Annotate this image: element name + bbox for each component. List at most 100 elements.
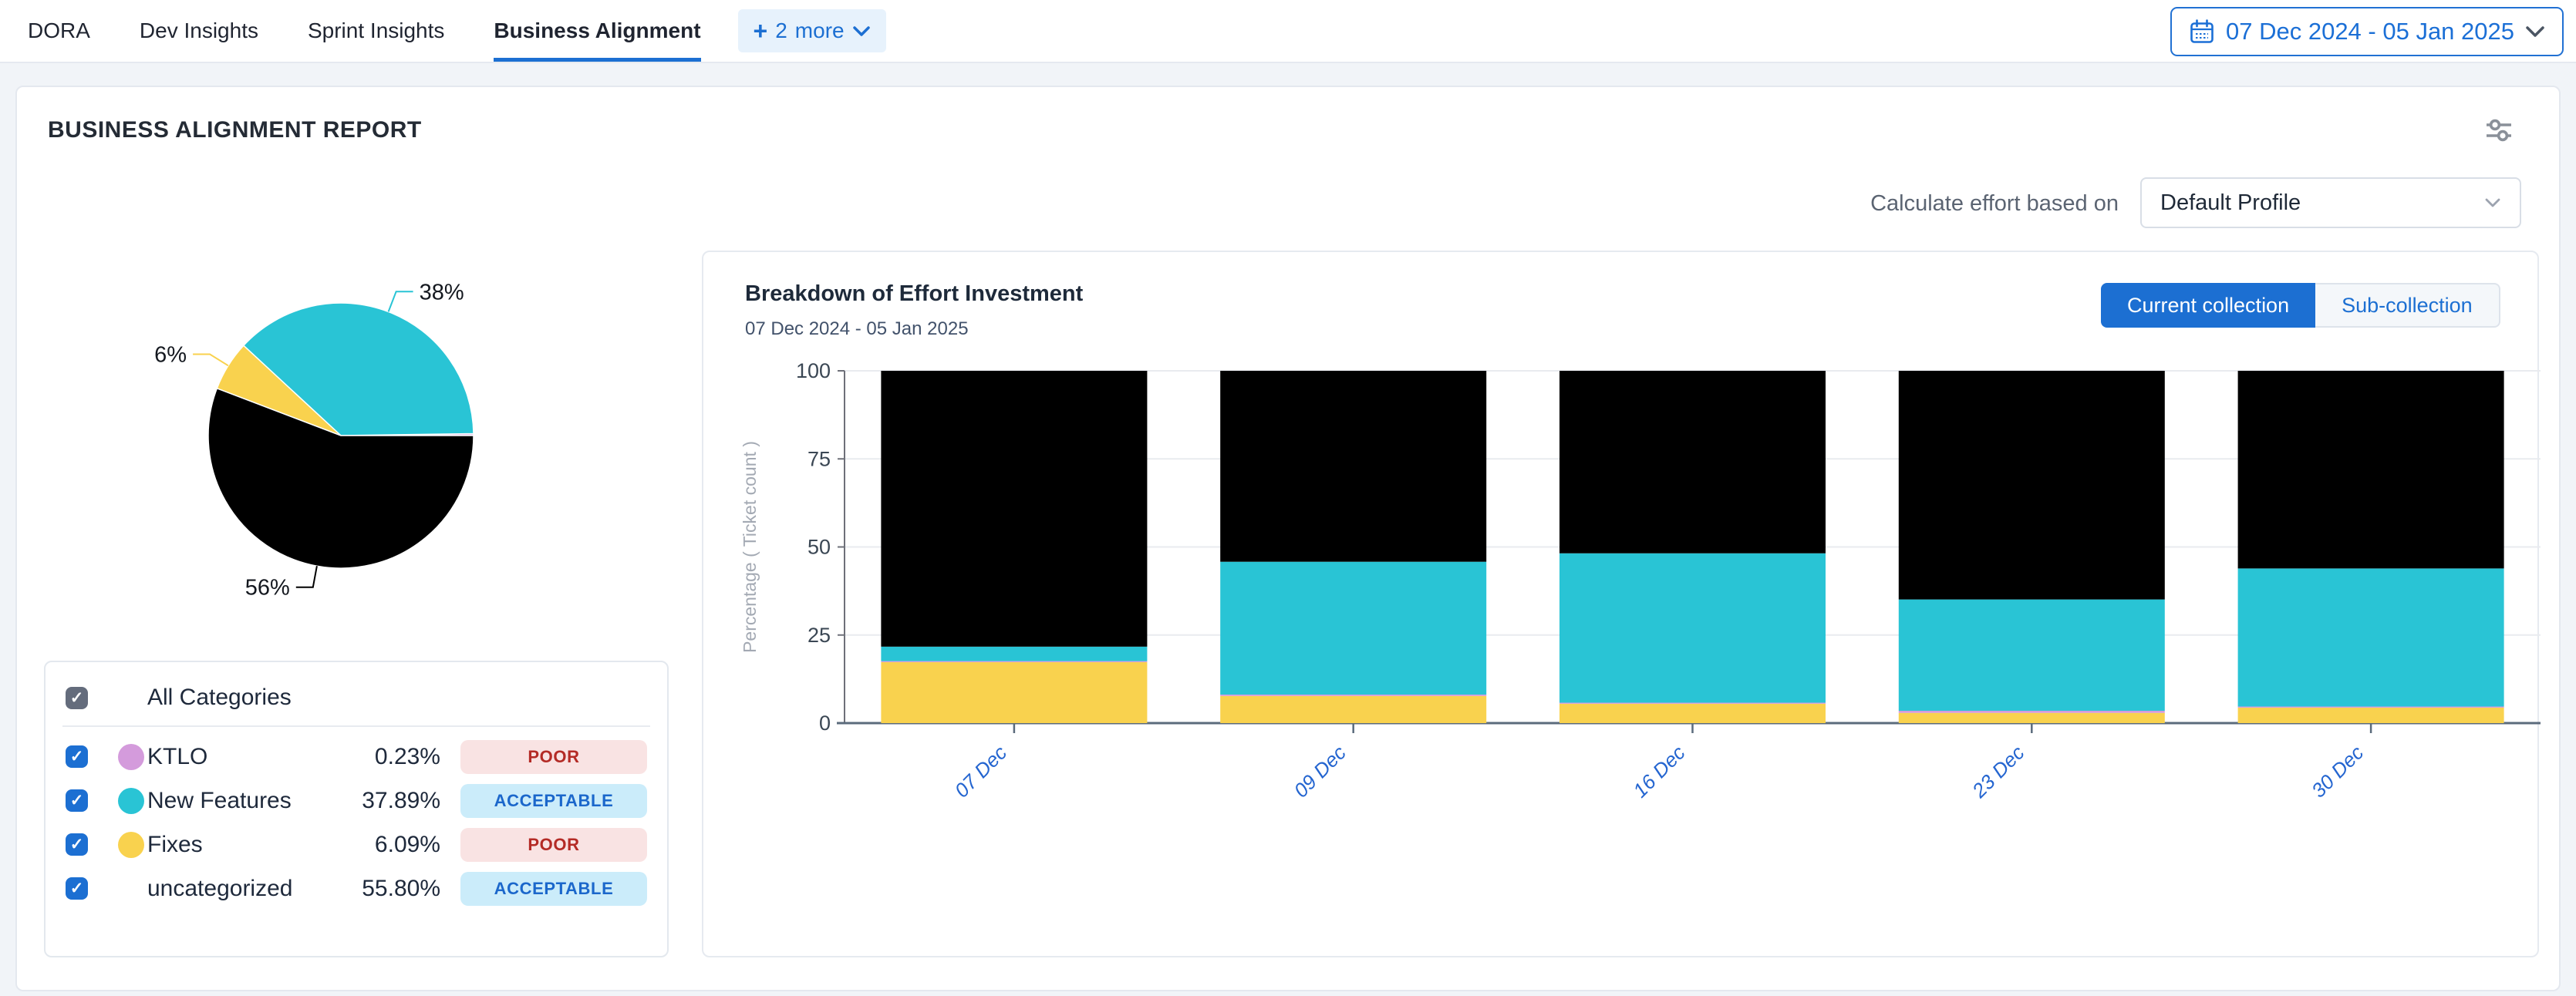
bar-segment-uncategorized[interactable]: [1220, 371, 1487, 562]
more-label: more: [794, 19, 845, 42]
legend-row: ✓ uncategorized 55.80% ACCEPTABLE: [66, 866, 647, 910]
legend-row: ✓ New Features 37.89% ACCEPTABLE: [66, 779, 647, 823]
bar-segment-ktlo[interactable]: [1220, 694, 1487, 696]
category-checkbox[interactable]: ✓: [66, 745, 88, 768]
bar-segment-fixes[interactable]: [881, 661, 1148, 723]
bar-segment-new-features[interactable]: [2237, 568, 2504, 707]
date-range-picker[interactable]: 07 Dec 2024 - 05 Jan 2025: [2170, 7, 2564, 56]
current-collection-button[interactable]: Current collection: [2101, 283, 2316, 328]
check-icon: ✓: [69, 688, 84, 707]
bar-segment-uncategorized[interactable]: [1898, 371, 2165, 600]
x-axis-tick-label: 16 Dec: [1628, 741, 1689, 802]
bar-segment-uncategorized[interactable]: [881, 371, 1148, 647]
status-badge: ACCEPTABLE: [460, 871, 647, 906]
bar-segment-uncategorized[interactable]: [1559, 371, 1826, 554]
check-icon: ✓: [69, 836, 84, 853]
collection-toggle: Current collection Sub-collection: [2101, 283, 2500, 328]
bar-segment-ktlo[interactable]: [1559, 702, 1826, 704]
pie-slice-label: 6%: [154, 343, 187, 368]
category-label: uncategorized: [147, 875, 293, 901]
sub-collection-button[interactable]: Sub-collection: [2315, 283, 2500, 328]
divider: [62, 725, 650, 727]
chart-title: Breakdown of Effort Investment: [745, 281, 1084, 306]
x-axis-tick-label: 07 Dec: [950, 741, 1011, 802]
category-color-dot: [118, 743, 144, 770]
pie-label-line: [295, 566, 318, 588]
status-badge: ACCEPTABLE: [460, 783, 647, 818]
more-tabs-button[interactable]: +2 more: [737, 9, 886, 52]
bar-segment-fixes[interactable]: [2237, 707, 2504, 723]
date-range-text: 07 Dec 2024 - 05 Jan 2025: [2226, 18, 2514, 45]
tab-label: Dev Insights: [139, 18, 258, 42]
x-axis-tick-label: 30 Dec: [2307, 741, 2368, 802]
profile-select-value: Default Profile: [2160, 190, 2301, 215]
bar-segment-new-features[interactable]: [1898, 599, 2165, 711]
pie-slice-new-features[interactable]: [242, 302, 474, 436]
category-percentage: 0.23%: [374, 743, 440, 769]
chart-subtitle: 07 Dec 2024 - 05 Jan 2025: [745, 318, 969, 339]
y-axis-tick-label: 50: [808, 536, 831, 559]
tab-label: Sprint Insights: [307, 18, 445, 42]
pie-label-line: [193, 353, 229, 367]
bar-segment-fixes[interactable]: [1898, 712, 2165, 723]
tab-business-alignment[interactable]: Business Alignment: [494, 0, 701, 62]
category-checkbox[interactable]: ✓: [66, 789, 88, 812]
category-percentage: 37.89%: [362, 787, 440, 813]
page-title: BUSINESS ALIGNMENT REPORT: [48, 117, 422, 143]
category-legend-card: ✓ All Categories ✓ KTLO 0.23% POOR ✓ New…: [44, 661, 669, 957]
check-icon: ✓: [69, 748, 84, 766]
stacked-bar-chart: 0 25 50 75 100 Percentage ( Ticket count ) 07 …: [740, 359, 2541, 803]
chevron-down-icon: [852, 25, 870, 36]
bar-segment-new-features[interactable]: [1559, 553, 1826, 703]
tab-label: Business Alignment: [494, 18, 701, 42]
chevron-down-icon: [2526, 26, 2544, 37]
category-checkbox[interactable]: ✓: [66, 877, 88, 900]
bar-segment-ktlo[interactable]: [2237, 706, 2504, 708]
business-alignment-report-card: BUSINESS ALIGNMENT REPORT Calculate effo…: [15, 86, 2561, 991]
check-icon: ✓: [69, 880, 84, 897]
bar-segment-new-features[interactable]: [881, 646, 1148, 661]
top-navigation: DORA Dev Insights Sprint Insights Busine…: [0, 0, 2576, 63]
legend-row: ✓ Fixes 6.09% POOR: [66, 823, 647, 866]
all-categories-checkbox[interactable]: ✓: [66, 686, 88, 709]
pie-label-line: [387, 291, 413, 312]
bar-segment-uncategorized[interactable]: [2237, 371, 2504, 569]
bar-segment-fixes[interactable]: [1220, 695, 1487, 723]
pie-chart: 38% 6% 56%: [154, 280, 474, 601]
x-axis-tick-label: 09 Dec: [1289, 741, 1350, 802]
y-axis-tick-label: 0: [819, 712, 831, 735]
x-axis-tick-label: 23 Dec: [1967, 741, 2028, 803]
bar-segment-fixes[interactable]: [1559, 703, 1826, 723]
category-label: Fixes: [147, 831, 203, 857]
category-color-dot: [118, 787, 144, 814]
all-categories-label: All Categories: [147, 685, 292, 710]
category-label: New Features: [147, 787, 292, 813]
category-percentage: 55.80%: [362, 875, 440, 901]
category-color-dot: [118, 831, 144, 858]
tab-list: DORA Dev Insights Sprint Insights Busine…: [0, 0, 701, 62]
bar-segment-new-features[interactable]: [1220, 561, 1487, 695]
y-axis-tick-label: 25: [808, 624, 831, 647]
all-categories-row: ✓ All Categories: [66, 679, 647, 716]
more-count: 2: [775, 19, 787, 42]
status-badge: POOR: [460, 827, 647, 862]
tab-dev-insights[interactable]: Dev Insights: [140, 0, 258, 62]
tab-dora[interactable]: DORA: [28, 0, 90, 62]
pie-slice-label: 38%: [420, 280, 464, 305]
category-checkbox[interactable]: ✓: [66, 833, 88, 856]
legend-rows: ✓ KTLO 0.23% POOR ✓ New Features 37.89% …: [66, 735, 647, 910]
category-percentage: 6.09%: [374, 831, 440, 857]
bar-segment-ktlo[interactable]: [881, 661, 1148, 662]
effort-basis-label: Calculate effort based on: [1870, 190, 2119, 216]
y-axis-tick-label: 100: [796, 359, 831, 382]
tab-sprint-insights[interactable]: Sprint Insights: [308, 0, 444, 62]
tab-label: DORA: [28, 18, 90, 42]
y-axis-tick-label: 75: [808, 447, 831, 470]
pie-slice-label: 56%: [245, 576, 290, 601]
legend-row: ✓ KTLO 0.23% POOR: [66, 735, 647, 779]
chevron-down-icon: [2485, 198, 2500, 207]
bar-segment-ktlo[interactable]: [1898, 711, 2165, 713]
sliders-icon[interactable]: [2483, 115, 2514, 146]
profile-select[interactable]: Default Profile: [2140, 177, 2521, 228]
category-color-dot: [118, 876, 144, 902]
